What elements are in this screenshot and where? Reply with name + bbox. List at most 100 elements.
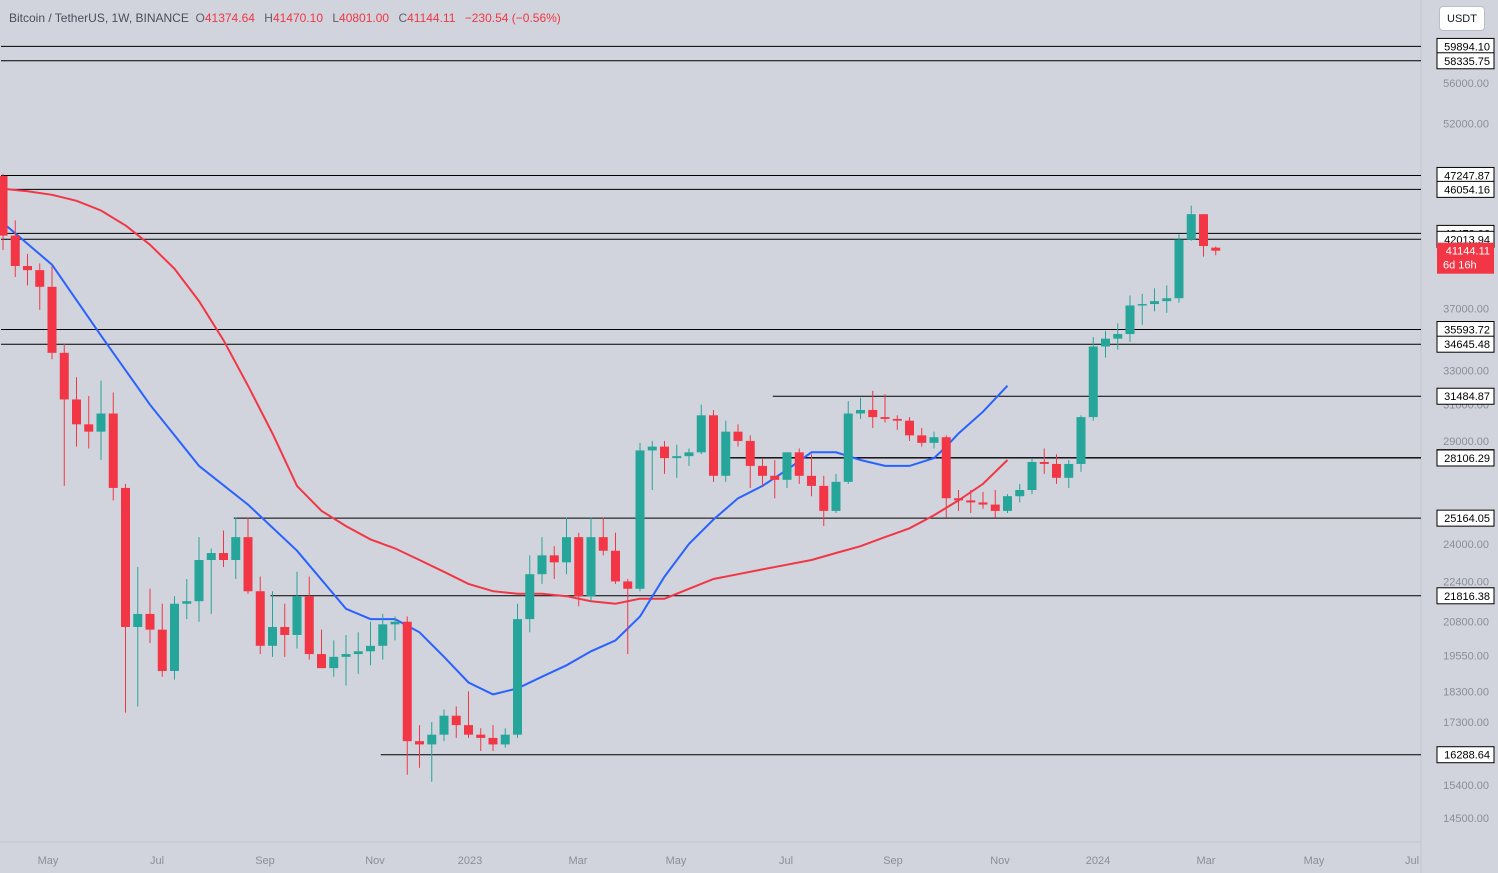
- candle-body[interactable]: [182, 601, 192, 604]
- candle[interactable]: [574, 532, 584, 607]
- candle[interactable]: [1113, 323, 1123, 350]
- candle[interactable]: [623, 579, 633, 655]
- candle[interactable]: [341, 634, 351, 686]
- candle-body[interactable]: [892, 418, 902, 421]
- candle-body[interactable]: [1088, 346, 1098, 418]
- candle[interactable]: [439, 709, 449, 742]
- candle[interactable]: [10, 220, 20, 278]
- candle-body[interactable]: [427, 734, 437, 745]
- candle[interactable]: [1186, 205, 1196, 241]
- candle-body[interactable]: [696, 415, 706, 453]
- candle[interactable]: [1101, 330, 1110, 358]
- candle-body[interactable]: [1039, 461, 1049, 464]
- candle[interactable]: [1137, 293, 1147, 325]
- candle-body[interactable]: [611, 550, 620, 582]
- candle[interactable]: [660, 440, 669, 474]
- candle[interactable]: [941, 435, 951, 518]
- candle-body[interactable]: [978, 502, 988, 505]
- candle-body[interactable]: [1113, 334, 1123, 339]
- candle-body[interactable]: [366, 645, 375, 652]
- candle[interactable]: [709, 409, 718, 482]
- candle[interactable]: [96, 380, 106, 461]
- candle[interactable]: [586, 517, 596, 602]
- candle-body[interactable]: [292, 596, 302, 635]
- candle[interactable]: [1162, 285, 1172, 313]
- candle-body[interactable]: [1174, 239, 1184, 299]
- candle[interactable]: [317, 629, 326, 669]
- candle-body[interactable]: [966, 500, 976, 503]
- candle[interactable]: [684, 448, 694, 466]
- candle-body[interactable]: [317, 654, 326, 669]
- candle[interactable]: [268, 591, 277, 657]
- candle-body[interactable]: [1052, 463, 1061, 478]
- candle-body[interactable]: [268, 626, 277, 646]
- candle[interactable]: [831, 473, 841, 514]
- candle[interactable]: [635, 442, 645, 592]
- candle[interactable]: [390, 616, 400, 641]
- currency-button[interactable]: USDT: [1439, 6, 1485, 31]
- candle[interactable]: [219, 530, 228, 568]
- candle[interactable]: [35, 263, 45, 310]
- candle-body[interactable]: [598, 537, 608, 551]
- candle[interactable]: [476, 728, 486, 752]
- candle-body[interactable]: [1076, 417, 1086, 464]
- candle-body[interactable]: [0, 175, 8, 236]
- horizontal-levels[interactable]: [1, 45, 1421, 756]
- candle[interactable]: [1027, 458, 1037, 495]
- candle-body[interactable]: [758, 465, 767, 476]
- candle[interactable]: [513, 603, 522, 738]
- candle[interactable]: [807, 454, 816, 497]
- candle[interactable]: [329, 640, 339, 677]
- candle[interactable]: [402, 616, 412, 775]
- candle[interactable]: [647, 440, 657, 490]
- candle-body[interactable]: [157, 629, 167, 671]
- candle-body[interactable]: [623, 581, 633, 589]
- candle-body[interactable]: [537, 555, 547, 575]
- candle[interactable]: [672, 444, 682, 478]
- candle[interactable]: [292, 571, 302, 649]
- candle[interactable]: [598, 517, 608, 556]
- candle[interactable]: [758, 458, 767, 486]
- candle[interactable]: [170, 596, 179, 680]
- candles[interactable]: [0, 173, 1221, 782]
- candle[interactable]: [868, 390, 878, 428]
- candle[interactable]: [133, 567, 143, 707]
- candle-body[interactable]: [709, 415, 718, 476]
- candle-body[interactable]: [807, 475, 816, 486]
- candle[interactable]: [929, 431, 939, 449]
- candle-body[interactable]: [500, 734, 510, 745]
- candle[interactable]: [1039, 448, 1049, 474]
- candle-body[interactable]: [929, 437, 939, 443]
- candle[interactable]: [231, 517, 241, 580]
- candle-body[interactable]: [819, 485, 829, 511]
- candle[interactable]: [1199, 214, 1208, 257]
- candle[interactable]: [415, 725, 424, 768]
- candle-body[interactable]: [10, 235, 20, 267]
- candle-body[interactable]: [549, 555, 559, 563]
- candle[interactable]: [770, 460, 780, 499]
- candle-body[interactable]: [1150, 301, 1159, 305]
- candle[interactable]: [721, 420, 731, 482]
- candle[interactable]: [794, 448, 804, 484]
- candle-body[interactable]: [219, 553, 228, 560]
- candle-body[interactable]: [206, 553, 216, 560]
- candle[interactable]: [843, 401, 853, 484]
- candle[interactable]: [182, 579, 192, 620]
- candle-body[interactable]: [954, 498, 963, 501]
- candle-body[interactable]: [280, 626, 290, 635]
- candle-body[interactable]: [96, 413, 106, 432]
- candle-body[interactable]: [108, 413, 118, 488]
- candle[interactable]: [145, 588, 155, 644]
- candle[interactable]: [304, 576, 314, 660]
- candle-body[interactable]: [868, 409, 878, 418]
- candle[interactable]: [782, 452, 792, 488]
- candle-body[interactable]: [1027, 461, 1037, 490]
- candle-body[interactable]: [1186, 214, 1196, 240]
- candle-body[interactable]: [464, 725, 473, 735]
- candle-body[interactable]: [856, 409, 865, 414]
- candle[interactable]: [562, 517, 571, 575]
- candle[interactable]: [1174, 234, 1184, 303]
- candle-body[interactable]: [684, 452, 694, 457]
- candle[interactable]: [194, 537, 204, 622]
- candle-body[interactable]: [660, 446, 669, 459]
